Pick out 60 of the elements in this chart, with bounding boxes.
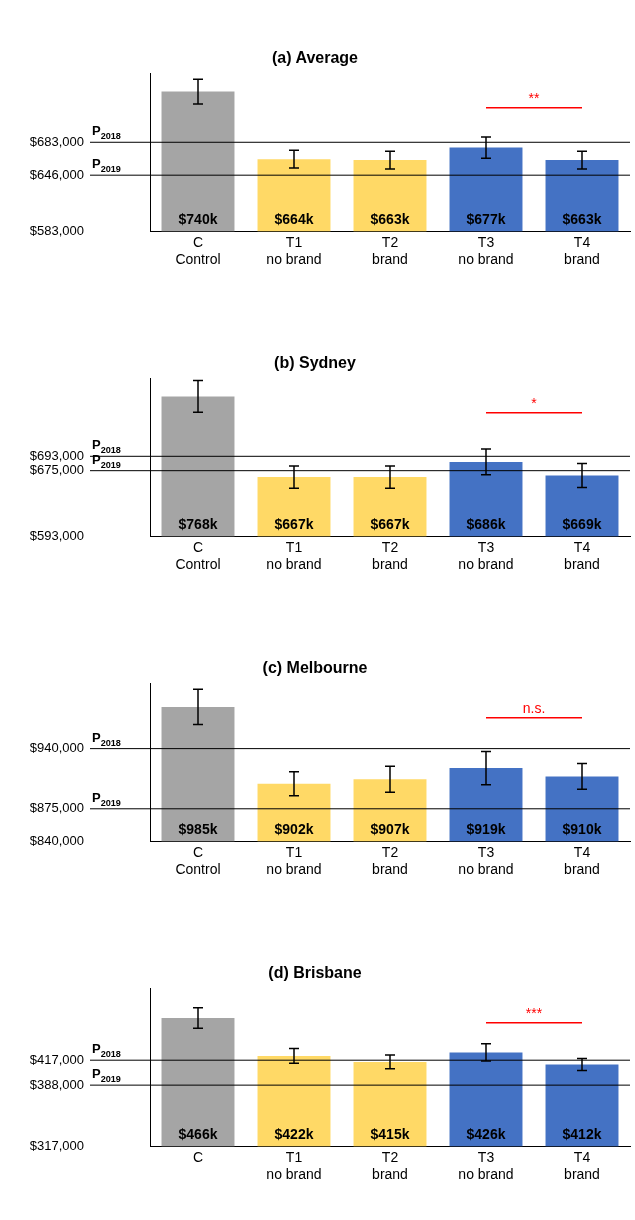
x-tick-label: C Control [175,234,221,268]
data-label: $985k [178,821,218,838]
data-label: $907k [370,821,410,838]
annotation: * [531,394,538,411]
y-tick-label: $940,000 [29,740,84,756]
x-tick-label: T1 no brand [266,1149,322,1183]
y-tick-label: $646,000 [29,166,84,182]
data-label: $669k [562,516,602,533]
x-tick-label: C [192,1149,204,1166]
data-label: $466k [178,1126,218,1143]
annotation: n.s. [522,699,546,716]
data-label: $667k [274,516,314,533]
x-tick-label: T4 brand [564,844,600,878]
chart-title: (b) Sydney [274,353,356,371]
data-label: $422k [274,1126,314,1143]
x-tick-label: T2 brand [372,844,408,878]
x-tick-label: T4 brand [564,539,600,573]
x-tick-label: T2 brand [372,539,408,573]
x-tick-label: T1 no brand [266,844,322,878]
annotation: *** [525,1004,543,1021]
x-tick-label: C Control [175,539,221,573]
x-tick-label: T3 no brand [458,1149,514,1183]
y-tick-label: $693,000 [29,447,84,463]
y-tick-label: $840,000 [29,832,84,848]
data-label: $667k [370,516,410,533]
x-tick-label: T1 no brand [266,539,322,573]
y-tick-label: $417,000 [29,1051,84,1067]
y-tick-label: $388,000 [29,1076,84,1092]
x-tick-label: C Control [175,844,221,878]
x-tick-label: T3 no brand [458,539,514,573]
data-label: $663k [562,211,602,228]
x-tick-label: T4 brand [564,1149,600,1183]
y-tick-label: $683,000 [29,133,84,149]
data-label: $740k [178,211,218,228]
annotation: ** [528,89,540,106]
data-label: $412k [562,1126,602,1143]
x-tick-label: T3 no brand [458,234,514,268]
chart-title: (c) Melbourne [262,658,368,676]
data-label: $902k [274,821,314,838]
y-tick-label: $875,000 [29,800,84,816]
data-label: $677k [466,211,506,228]
x-tick-label: T3 no brand [458,844,514,878]
y-tick-label: $675,000 [29,462,84,478]
data-label: $664k [274,211,314,228]
y-tick-label: $317,000 [29,1137,84,1153]
x-tick-label: T2 brand [372,234,408,268]
data-label: $910k [562,821,602,838]
chart-title: (a) Average [272,48,359,66]
chart-title: (d) Brisbane [268,963,362,981]
y-tick-label: $593,000 [29,527,84,543]
x-tick-label: T2 brand [372,1149,408,1183]
data-label: $663k [370,211,410,228]
data-label: $768k [178,516,218,533]
x-tick-label: T4 brand [564,234,600,268]
data-label: $686k [466,516,506,533]
x-tick-label: T1 no brand [266,234,322,268]
data-label: $919k [466,821,506,838]
y-tick-label: $583,000 [29,222,84,238]
data-label: $415k [370,1126,410,1143]
data-label: $426k [466,1126,506,1143]
